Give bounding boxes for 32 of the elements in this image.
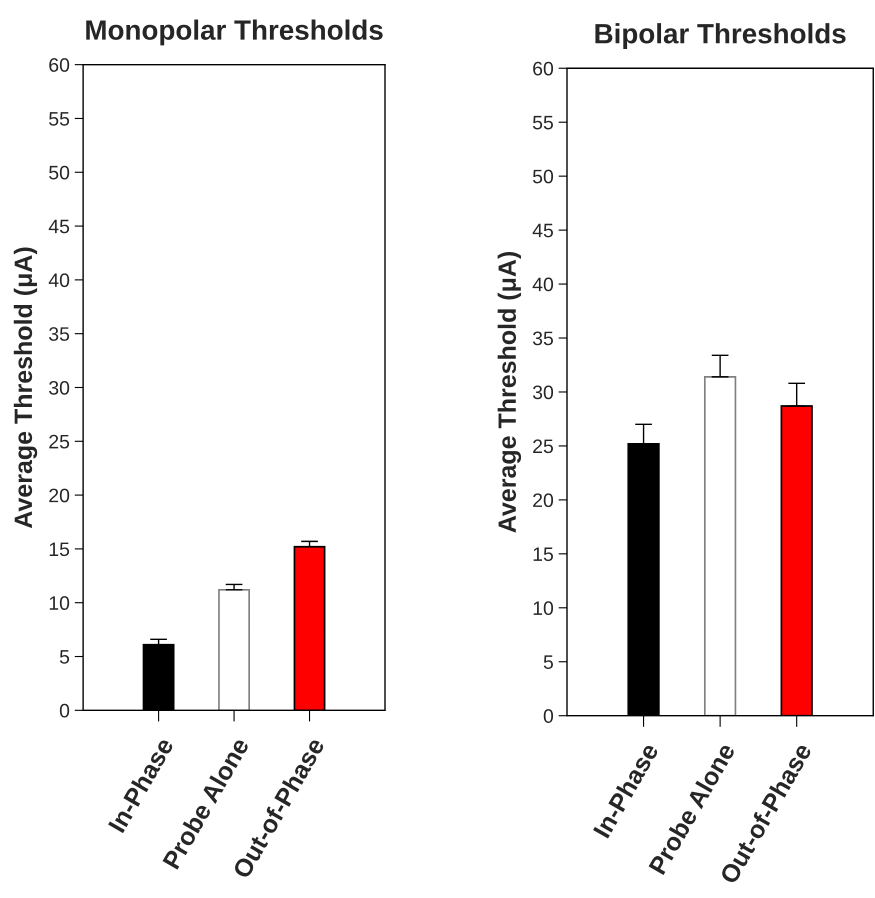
bar (218, 588, 250, 710)
y-tick-label: 30 (49, 380, 70, 395)
y-tick-label: 15 (534, 548, 553, 562)
y-tick-label: 60 (49, 58, 70, 72)
y-tick-label: 0 (544, 709, 554, 723)
y-tick-label: 50 (532, 170, 554, 184)
y-tick-label: 35 (532, 331, 553, 346)
y-tick-label: 5 (544, 655, 553, 669)
y-axis-title: Average Threshold (μA) (14, 247, 38, 528)
y-tick-label: 20 (533, 493, 554, 508)
y-tick-label: 50 (49, 166, 70, 180)
y-tick-label: 10 (534, 601, 554, 616)
y-tick-label: 25 (533, 439, 553, 454)
y-tick-label: 30 (532, 385, 554, 400)
y-tick-label: 0 (60, 704, 70, 718)
y-tick-label: 10 (50, 596, 70, 610)
bar (704, 376, 736, 716)
chart-title: Bipolar Thresholds (595, 23, 846, 50)
y-tick-label: 40 (48, 273, 70, 288)
y-tick-label: 60 (533, 62, 554, 76)
y-tick-label: 5 (60, 650, 70, 664)
chart-title: Monopolar Thresholds (86, 20, 383, 46)
y-tick-label: 55 (49, 112, 70, 126)
y-axis-title: Average Threshold (μA) (498, 252, 522, 533)
y-tick-label: 45 (532, 224, 553, 238)
y-tick-label: 35 (49, 327, 70, 341)
y-tick-label: 20 (49, 488, 70, 502)
y-tick-label: 55 (532, 116, 553, 130)
y-tick-label: 45 (48, 220, 70, 234)
y-tick-label: 25 (49, 434, 70, 449)
y-tick-label: 40 (532, 278, 554, 292)
y-tick-label: 15 (50, 542, 70, 556)
